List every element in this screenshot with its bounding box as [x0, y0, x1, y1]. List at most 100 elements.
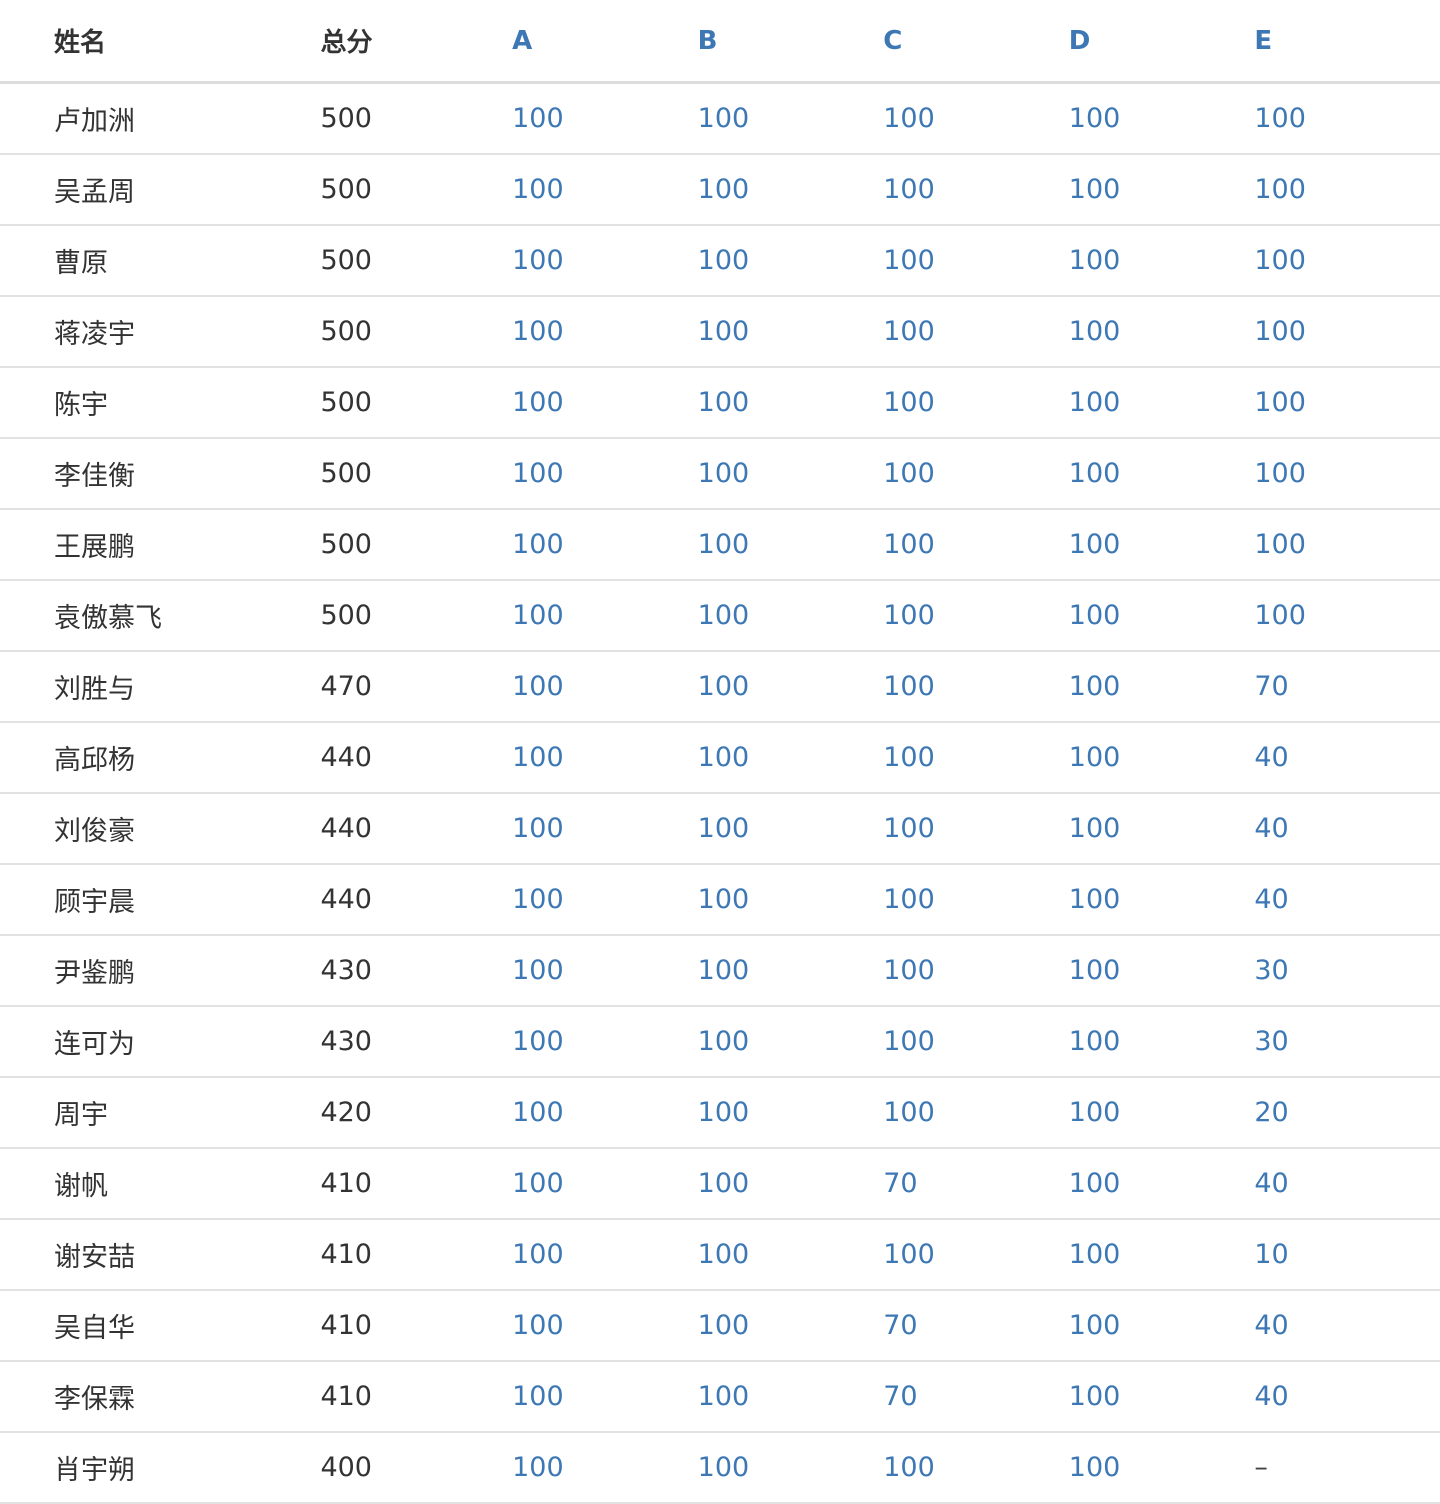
problem-score-c[interactable]: 100: [883, 1077, 1069, 1149]
problem-score-c[interactable]: 100: [883, 580, 1069, 652]
problem-score-a[interactable]: 100: [512, 1077, 698, 1149]
problem-score-c[interactable]: 100: [883, 935, 1069, 1007]
problem-score-a[interactable]: 100: [512, 154, 698, 226]
problem-score-b[interactable]: 100: [697, 82, 884, 155]
problem-score-c[interactable]: 100: [883, 296, 1069, 368]
problem-score-d[interactable]: 100: [1068, 154, 1255, 226]
column-header-e[interactable]: E: [1254, 0, 1440, 84]
problem-score-c[interactable]: 100: [883, 438, 1069, 510]
column-header-c[interactable]: C: [883, 0, 1069, 84]
problem-score-b[interactable]: 100: [697, 154, 884, 226]
problem-score-d[interactable]: 100: [1068, 1432, 1255, 1504]
problem-score-a[interactable]: 100: [512, 1290, 698, 1362]
problem-score-d[interactable]: 100: [1068, 793, 1255, 865]
problem-score-a[interactable]: 100: [512, 580, 698, 652]
problem-score-a[interactable]: 100: [512, 82, 698, 155]
problem-score-e[interactable]: 40: [1254, 1290, 1440, 1362]
problem-score-a[interactable]: 100: [512, 225, 698, 297]
problem-score-e[interactable]: 10: [1254, 1219, 1440, 1291]
problem-score-e[interactable]: 100: [1254, 580, 1440, 652]
problem-score-e[interactable]: 40: [1254, 1361, 1440, 1433]
problem-score-c[interactable]: 100: [883, 1219, 1069, 1291]
problem-score-b[interactable]: 100: [697, 367, 884, 439]
problem-score-d[interactable]: 100: [1068, 935, 1255, 1007]
problem-score-b[interactable]: 100: [697, 1148, 884, 1220]
problem-score-b[interactable]: 100: [697, 296, 884, 368]
problem-score-b[interactable]: 100: [697, 793, 884, 865]
problem-score-b[interactable]: 100: [697, 864, 884, 936]
problem-score-d[interactable]: 100: [1068, 225, 1255, 297]
problem-score-e[interactable]: 100: [1254, 225, 1440, 297]
problem-score-b[interactable]: 100: [697, 225, 884, 297]
problem-score-a[interactable]: 100: [512, 438, 698, 510]
problem-score-b[interactable]: 100: [697, 1361, 884, 1433]
problem-score-c[interactable]: 100: [883, 154, 1069, 226]
problem-score-d[interactable]: 100: [1068, 1006, 1255, 1078]
problem-score-c[interactable]: 70: [883, 1148, 1069, 1220]
problem-score-d[interactable]: 100: [1068, 722, 1255, 794]
problem-score-d[interactable]: 100: [1068, 1290, 1255, 1362]
problem-score-b[interactable]: 100: [697, 509, 884, 581]
problem-score-a[interactable]: 100: [512, 367, 698, 439]
problem-score-c[interactable]: 100: [883, 793, 1069, 865]
problem-score-d[interactable]: 100: [1068, 1219, 1255, 1291]
problem-score-c[interactable]: 100: [883, 1006, 1069, 1078]
problem-score-c[interactable]: 100: [883, 367, 1069, 439]
problem-score-d[interactable]: 100: [1068, 651, 1255, 723]
problem-score-c[interactable]: 100: [883, 864, 1069, 936]
problem-score-d[interactable]: 100: [1068, 1361, 1255, 1433]
problem-score-c[interactable]: 100: [883, 82, 1069, 155]
problem-score-e[interactable]: 40: [1254, 793, 1440, 865]
problem-score-b[interactable]: 100: [697, 935, 884, 1007]
problem-score-a[interactable]: 100: [512, 864, 698, 936]
problem-score-e[interactable]: 40: [1254, 864, 1440, 936]
problem-score-a[interactable]: 100: [512, 509, 698, 581]
problem-score-d[interactable]: 100: [1068, 82, 1255, 155]
problem-score-d[interactable]: 100: [1068, 509, 1255, 581]
problem-score-b[interactable]: 100: [697, 580, 884, 652]
problem-score-a[interactable]: 100: [512, 296, 698, 368]
problem-score-d[interactable]: 100: [1068, 1148, 1255, 1220]
problem-score-e[interactable]: 100: [1254, 367, 1440, 439]
problem-score-e[interactable]: 100: [1254, 509, 1440, 581]
problem-score-a[interactable]: 100: [512, 1148, 698, 1220]
problem-score-e[interactable]: 100: [1254, 154, 1440, 226]
problem-score-a[interactable]: 100: [512, 935, 698, 1007]
problem-score-b[interactable]: 100: [697, 438, 884, 510]
problem-score-d[interactable]: 100: [1068, 580, 1255, 652]
problem-score-d[interactable]: 100: [1068, 367, 1255, 439]
problem-score-a[interactable]: 100: [512, 793, 698, 865]
problem-score-e[interactable]: 30: [1254, 1006, 1440, 1078]
problem-score-a[interactable]: 100: [512, 1006, 698, 1078]
problem-score-d[interactable]: 100: [1068, 438, 1255, 510]
problem-score-a[interactable]: 100: [512, 1219, 698, 1291]
problem-score-e[interactable]: 20: [1254, 1077, 1440, 1149]
problem-score-b[interactable]: 100: [697, 1432, 884, 1504]
problem-score-d[interactable]: 100: [1068, 864, 1255, 936]
problem-score-e[interactable]: 70: [1254, 651, 1440, 723]
problem-score-a[interactable]: 100: [512, 1361, 698, 1433]
problem-score-b[interactable]: 100: [697, 722, 884, 794]
column-header-d[interactable]: D: [1068, 0, 1255, 84]
problem-score-b[interactable]: 100: [697, 1006, 884, 1078]
problem-score-c[interactable]: 100: [883, 651, 1069, 723]
problem-score-a[interactable]: 100: [512, 651, 698, 723]
problem-score-c[interactable]: 70: [883, 1290, 1069, 1362]
problem-score-c[interactable]: 100: [883, 225, 1069, 297]
problem-score-e[interactable]: 40: [1254, 722, 1440, 794]
problem-score-d[interactable]: 100: [1068, 296, 1255, 368]
problem-score-c[interactable]: 100: [883, 722, 1069, 794]
column-header-a[interactable]: A: [512, 0, 698, 84]
problem-score-e[interactable]: 30: [1254, 935, 1440, 1007]
problem-score-b[interactable]: 100: [697, 651, 884, 723]
problem-score-c[interactable]: 100: [883, 1432, 1069, 1504]
problem-score-a[interactable]: 100: [512, 1432, 698, 1504]
problem-score-e[interactable]: 40: [1254, 1148, 1440, 1220]
problem-score-c[interactable]: 100: [883, 509, 1069, 581]
problem-score-c[interactable]: 70: [883, 1361, 1069, 1433]
problem-score-e[interactable]: 100: [1254, 296, 1440, 368]
problem-score-e[interactable]: 100: [1254, 82, 1440, 155]
problem-score-a[interactable]: 100: [512, 722, 698, 794]
problem-score-b[interactable]: 100: [697, 1290, 884, 1362]
problem-score-b[interactable]: 100: [697, 1077, 884, 1149]
